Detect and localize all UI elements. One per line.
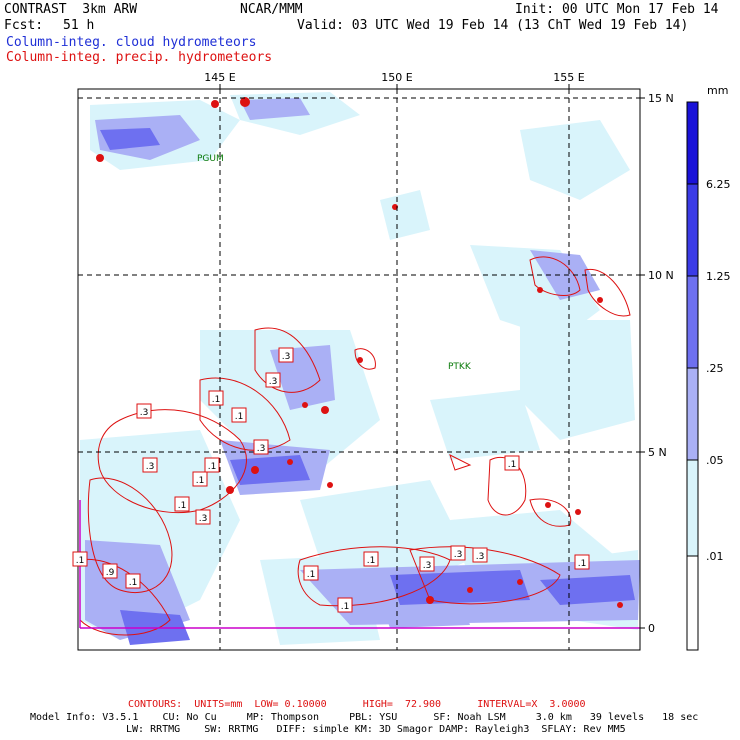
cloud-field-title: Column-integ. cloud hydrometeors — [6, 35, 257, 50]
colorbar-tick: .05 — [706, 454, 724, 467]
cloud-field-dark — [100, 128, 635, 645]
colorbar-tick: 1.25 — [706, 270, 731, 283]
lon-label: 150 E — [381, 71, 412, 84]
model-info: Model Info: V3.5.1 CU: No Cu MP: Thompso… — [30, 712, 699, 723]
forecast-hour: 51 h — [63, 18, 95, 33]
model-physics: LW: RRTMG SW: RRTMG DIFF: simple KM: 3D … — [126, 724, 626, 735]
map-frame — [77, 88, 641, 651]
contour-label: .3 — [257, 444, 266, 454]
colorbar-swatch — [686, 459, 699, 557]
colorbar-swatch — [686, 367, 699, 461]
contour-info: CONTOURS: UNITS=mm LOW= 0.10000 HIGH= 72… — [128, 699, 586, 710]
station-label: PTKK — [448, 362, 472, 372]
contour-label: .1 — [508, 460, 517, 470]
lon-label: 155 E — [553, 71, 584, 84]
contour-label: .1 — [196, 476, 205, 486]
lat-label: 15 N — [648, 92, 674, 105]
contour-label: .3 — [282, 352, 291, 362]
contour-label: .3 — [269, 377, 278, 387]
valid-time: Valid: 03 UTC Wed 19 Feb 14 (13 ChT Wed … — [297, 18, 689, 33]
contour-label: .9 — [106, 568, 115, 578]
app-title: CONTRAST 3km ARW — [4, 2, 138, 17]
contour-label: .1 — [129, 578, 138, 588]
forecast-label: Fcst: — [4, 18, 44, 33]
colorbar-swatch — [686, 183, 699, 277]
contour-label: .1 — [235, 412, 244, 422]
colorbar-tick: .25 — [706, 362, 724, 375]
contour-label: .1 — [76, 556, 85, 566]
contour-label: .3 — [423, 561, 432, 571]
colorbar-swatch — [686, 101, 699, 185]
contour-label: .1 — [578, 559, 587, 569]
contour-label: .1 — [208, 462, 217, 472]
contour-label-boxes: .3 .1 .1 .3 .3 .1 .3 .3 .1 .3 .1 .9 .1 .… — [72, 347, 590, 613]
colorbar-tick: 6.25 — [706, 178, 731, 191]
colorbar-tick: .01 — [706, 550, 724, 563]
colorbar — [686, 101, 699, 651]
contour-label: .1 — [341, 602, 350, 612]
lat-label: 5 N — [648, 446, 667, 459]
contour-label: .3 — [146, 462, 155, 472]
map-grid — [78, 89, 640, 650]
contour-label: .1 — [212, 395, 221, 405]
colorbar-swatch — [686, 555, 699, 651]
contour-label: .1 — [367, 556, 376, 566]
lat-label: 10 N — [648, 269, 674, 282]
lat-label: 0 — [648, 622, 655, 635]
colorbar-unit: mm — [707, 84, 728, 97]
contour-label: .3 — [476, 552, 485, 562]
contour-label: .3 — [140, 408, 149, 418]
colorbar-swatch — [686, 275, 699, 369]
contour-label: .1 — [307, 570, 316, 580]
init-time: Init: 00 UTC Mon 17 Feb 14 — [515, 2, 719, 17]
precip-cells — [96, 97, 623, 608]
contour-label: .3 — [199, 514, 208, 524]
contour-label: .3 — [454, 550, 463, 560]
lon-label: 145 E — [204, 71, 235, 84]
precip-field-title: Column-integ. precip. hydrometeors — [6, 50, 273, 65]
station-label: PGUM — [197, 154, 224, 164]
contour-label: .1 — [178, 501, 187, 511]
center-name: NCAR/MMM — [240, 2, 303, 17]
